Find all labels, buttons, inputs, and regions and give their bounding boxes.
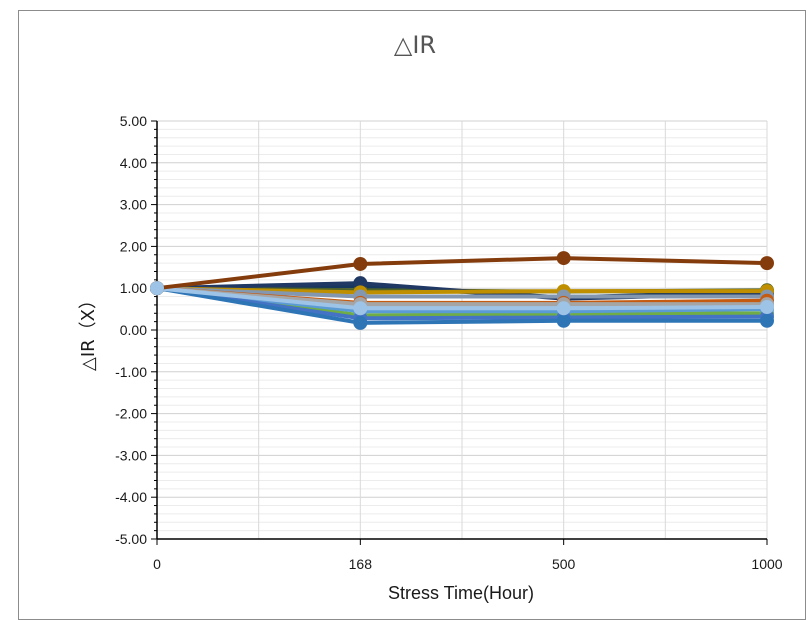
data-point — [760, 300, 774, 315]
x-tick-label: 168 — [349, 556, 373, 572]
x-tick-label: 0 — [153, 556, 161, 572]
series-line — [156, 286, 767, 299]
x-axis-title: Stress Time(Hour) — [388, 583, 534, 603]
series-line — [156, 256, 768, 291]
chart-title: △IR — [394, 31, 436, 59]
y-axis-title: △IR（X） — [78, 291, 99, 371]
y-tick-label: -4.00 — [115, 489, 147, 505]
y-tick-label: 1.00 — [120, 280, 147, 296]
data-point — [760, 313, 774, 328]
series-line — [156, 286, 767, 325]
series-group — [150, 251, 774, 330]
series-line — [156, 286, 767, 307]
y-tick-label: 4.00 — [120, 155, 147, 171]
y-tick-label: 2.00 — [120, 238, 147, 254]
data-point — [556, 301, 571, 316]
y-tick-label: 5.00 — [120, 113, 147, 129]
y-tick-label: -5.00 — [115, 531, 147, 547]
data-point — [353, 256, 368, 271]
data-point — [150, 281, 164, 296]
data-point — [760, 256, 774, 271]
data-point — [556, 313, 571, 328]
y-tick-label: -3.00 — [115, 447, 147, 463]
x-tick-label: 500 — [552, 556, 576, 572]
series-line — [156, 286, 768, 321]
axes — [151, 120, 768, 545]
x-tick-label: 1000 — [751, 556, 782, 572]
data-point — [353, 315, 368, 330]
y-tick-label: -1.00 — [115, 364, 147, 380]
grid — [156, 120, 768, 540]
y-tick-label: 3.00 — [120, 197, 147, 213]
data-point — [353, 301, 368, 316]
tick-labels: 5.00 4.00 3.00 2.00 1.00 0.00 -1.00 -2.00 -3.00 -… — [115, 113, 783, 572]
y-tick-label: 0.00 — [120, 322, 147, 338]
data-point — [556, 251, 571, 266]
y-tick-label: -2.00 — [115, 406, 147, 422]
series-line — [156, 286, 767, 295]
series-line — [156, 286, 768, 311]
